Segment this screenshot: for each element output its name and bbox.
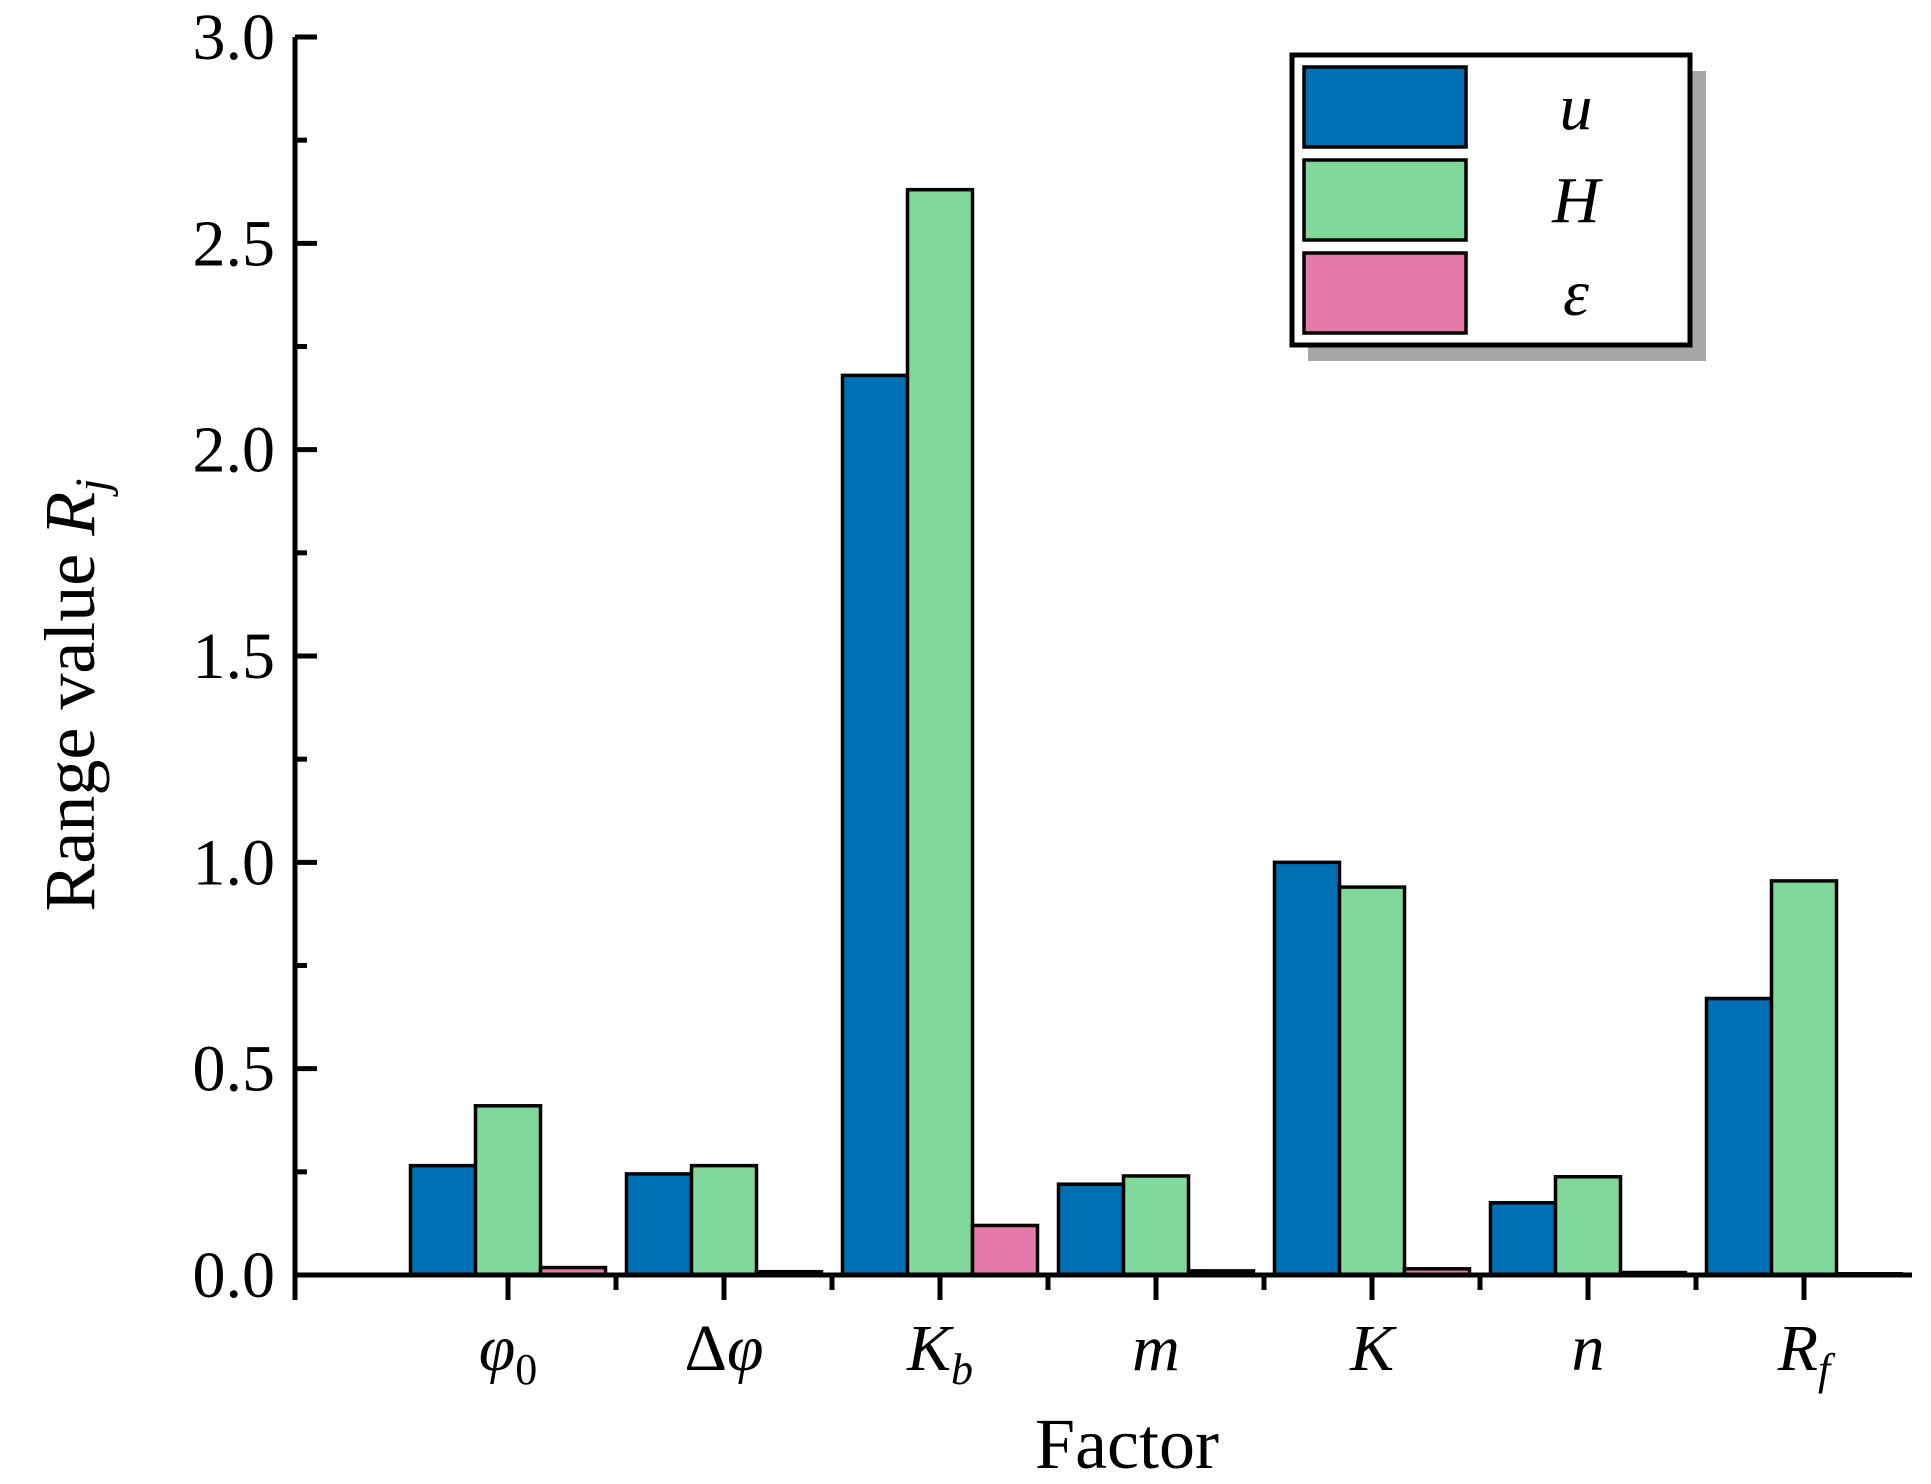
legend-swatch-H <box>1302 158 1468 242</box>
legend-label-H: H <box>1551 164 1603 237</box>
bar-u-kb <box>840 373 910 1277</box>
y-tick-label: 2.0 <box>193 414 276 487</box>
bar-u-phi0 <box>408 1163 478 1277</box>
bar-u-n <box>1488 1201 1558 1277</box>
x-tick-label-delta-phi: Δφ <box>685 1312 764 1385</box>
legend: uHε <box>1289 52 1706 361</box>
bar-H-k <box>1337 885 1407 1277</box>
bar-epsilon-kb <box>970 1223 1040 1277</box>
bar-H-rf <box>1769 879 1839 1277</box>
y-tick-label: 0.5 <box>193 1033 276 1106</box>
bar-u-rf <box>1704 996 1774 1277</box>
y-tick-label: 0.0 <box>193 1239 276 1312</box>
legend-label-epsilon: ε <box>1563 257 1589 330</box>
bar-H-kb <box>905 187 975 1277</box>
y-tick-label: 1.0 <box>193 826 276 899</box>
bars-group <box>408 187 1904 1277</box>
x-axis-title: Factor <box>1035 1404 1219 1484</box>
bar-u-k <box>1272 860 1342 1277</box>
bar-u-delta-phi <box>624 1172 694 1277</box>
y-tick-label: 2.5 <box>193 207 276 280</box>
bar-H-m <box>1121 1174 1191 1277</box>
y-axis-title: Range value Rj <box>30 478 119 911</box>
bar-H-delta-phi <box>689 1163 759 1277</box>
legend-swatch-epsilon <box>1302 251 1468 335</box>
legend-label-u: u <box>1560 71 1593 144</box>
x-tick-label-n: n <box>1572 1312 1605 1385</box>
x-tick-label-phi0: φ0 <box>479 1312 538 1394</box>
x-tick-label-rf: Rf <box>1777 1312 1836 1394</box>
x-tick-label-k: K <box>1349 1312 1397 1385</box>
y-tick-label: 1.5 <box>193 620 276 693</box>
x-tick-label-m: m <box>1132 1312 1180 1385</box>
bar-H-phi0 <box>473 1104 543 1277</box>
y-tick-label: 3.0 <box>193 1 276 74</box>
legend-swatch-u <box>1302 65 1468 149</box>
bar-u-m <box>1056 1182 1126 1277</box>
bar-H-n <box>1553 1175 1623 1277</box>
x-tick-label-kb: Kb <box>906 1312 973 1394</box>
